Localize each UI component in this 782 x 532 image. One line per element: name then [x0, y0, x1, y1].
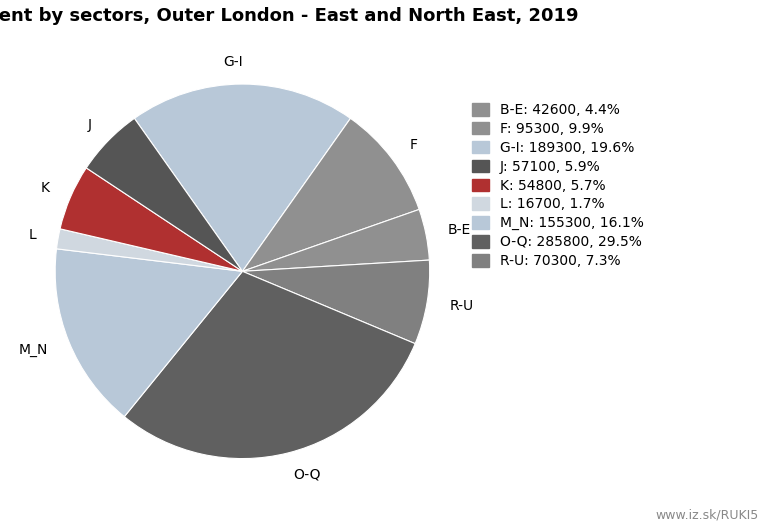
Wedge shape — [56, 229, 242, 271]
Wedge shape — [124, 271, 415, 459]
Text: B-E: B-E — [448, 223, 472, 237]
Wedge shape — [135, 84, 350, 271]
Text: www.iz.sk/RUKI5: www.iz.sk/RUKI5 — [655, 509, 759, 521]
Text: F: F — [410, 138, 418, 152]
Wedge shape — [60, 168, 242, 271]
Text: M_N: M_N — [19, 343, 48, 357]
Text: K: K — [41, 181, 50, 195]
Wedge shape — [242, 118, 419, 271]
Wedge shape — [56, 249, 242, 417]
Wedge shape — [242, 210, 429, 271]
Text: G-I: G-I — [223, 55, 242, 69]
Text: L: L — [28, 228, 36, 242]
Text: O-Q: O-Q — [293, 468, 321, 482]
Text: R-U: R-U — [449, 300, 473, 313]
Title: Employment by sectors, Outer London - East and North East, 2019: Employment by sectors, Outer London - Ea… — [0, 6, 579, 24]
Wedge shape — [86, 118, 242, 271]
Text: J: J — [88, 118, 92, 132]
Legend: B-E: 42600, 4.4%, F: 95300, 9.9%, G-I: 189300, 19.6%, J: 57100, 5.9%, K: 54800, : B-E: 42600, 4.4%, F: 95300, 9.9%, G-I: 1… — [469, 101, 647, 271]
Wedge shape — [242, 260, 429, 344]
